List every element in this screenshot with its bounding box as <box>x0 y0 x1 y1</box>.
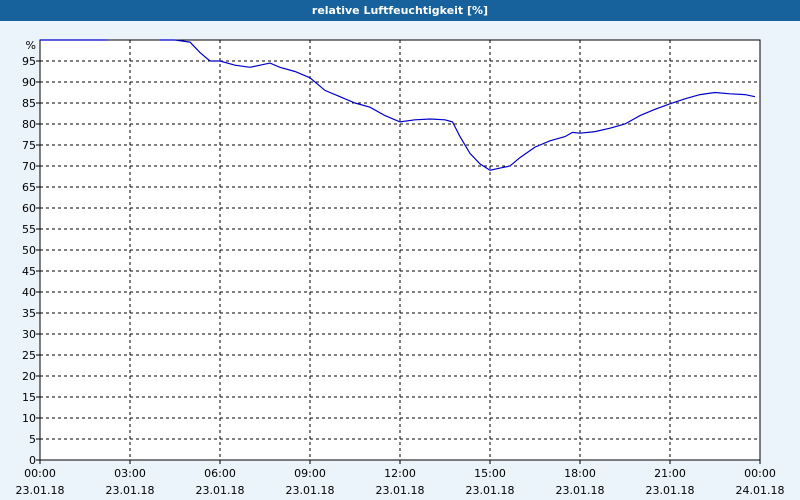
x-tick-time-label: 15:00 <box>474 467 506 480</box>
x-tick-date-label: 23.01.18 <box>106 484 155 497</box>
y-tick-label: 40 <box>22 286 36 299</box>
y-tick-label: 30 <box>22 328 36 341</box>
x-axis: 00:00 23.01.18 03:00 23.01.18 06:00 23.01.18 0… <box>16 460 785 497</box>
y-tick-label: 0 <box>29 454 36 467</box>
y-axis-label: % <box>26 39 36 52</box>
x-tick-date-label: 23.01.18 <box>376 484 425 497</box>
x-tick-time-label: 09:00 <box>294 467 326 480</box>
y-tick-label: 95 <box>22 55 36 68</box>
y-tick-label: 20 <box>22 370 36 383</box>
y-tick-label: 75 <box>22 139 36 152</box>
y-tick-label: 65 <box>22 181 36 194</box>
x-tick-date-label: 23.01.18 <box>286 484 335 497</box>
y-tick-label: 10 <box>22 412 36 425</box>
x-tick-date-label: 23.01.18 <box>196 484 245 497</box>
grid-lines <box>40 40 760 460</box>
x-tick-date-label: 23.01.18 <box>16 484 65 497</box>
y-tick-label: 45 <box>22 265 36 278</box>
y-tick-label: 60 <box>22 202 36 215</box>
x-tick-time-label: 18:00 <box>564 467 596 480</box>
y-tick-label: 55 <box>22 223 36 236</box>
x-tick-date-label: 23.01.18 <box>646 484 695 497</box>
y-tick-label: 50 <box>22 244 36 257</box>
y-tick-label: 15 <box>22 391 36 404</box>
x-tick-time-label: 00:00 <box>24 467 56 480</box>
series-group <box>40 39 756 171</box>
y-tick-label: 70 <box>22 160 36 173</box>
y-tick-label: 85 <box>22 97 36 110</box>
x-tick-time-label: 12:00 <box>384 467 416 480</box>
x-tick-date-label: 23.01.18 <box>556 484 605 497</box>
x-tick-date-label: 24.01.18 <box>736 484 785 497</box>
x-tick-time-label: 00:00 <box>744 467 776 480</box>
x-tick-date-label: 23.01.18 <box>466 484 515 497</box>
chart-title: relative Luftfeuchtigkeit [%] <box>311 4 489 17</box>
y-tick-label: 80 <box>22 118 36 131</box>
y-axis: 0 5 10 15 20 25 30 35 40 45 50 55 60 65 70 75 80 85 90 95% <box>22 39 40 467</box>
y-tick-label: 25 <box>22 349 36 362</box>
y-tick-label: 5 <box>29 433 36 446</box>
y-tick-label: 35 <box>22 307 36 320</box>
x-tick-time-label: 03:00 <box>114 467 146 480</box>
y-tick-label: 90 <box>22 76 36 89</box>
chart-title-bar: relative Luftfeuchtigkeit [%] <box>0 0 800 21</box>
humidity-series-line <box>160 39 756 171</box>
x-tick-time-label: 06:00 <box>204 467 236 480</box>
x-tick-time-label: 21:00 <box>654 467 686 480</box>
